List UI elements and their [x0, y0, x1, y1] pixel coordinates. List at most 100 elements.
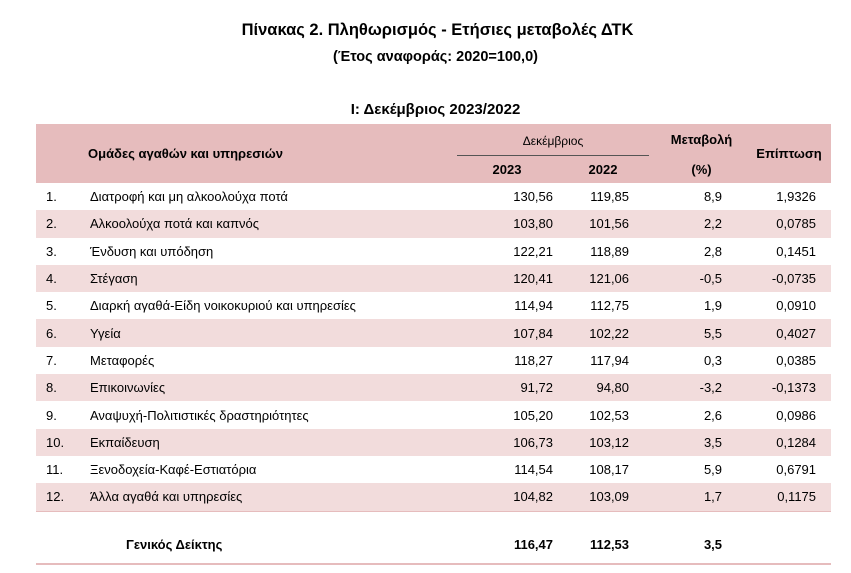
- row-change: -3,2: [649, 374, 748, 402]
- row-impact: -0,1373: [747, 374, 832, 402]
- row-change: 8,9: [703, 189, 723, 205]
- table-row: 7. Μεταφορές 118,27 117,94 0,3 0,0385: [36, 347, 831, 374]
- table-subtitle: (Έτος αναφοράς: 2020=100,0): [333, 49, 538, 65]
- row-group-name: Αλκοολούχα ποτά και καπνός: [84, 210, 457, 238]
- row-group-name: Διαρκή αγαθά-Είδη νοικοκυριού και υπηρεσ…: [90, 298, 356, 314]
- row-number: 12.: [36, 483, 84, 512]
- row-value-2022: 119,85: [590, 189, 630, 205]
- row-value-2023: 114,94: [514, 298, 553, 314]
- row-value-2023: 103,80: [457, 210, 557, 238]
- row-group-name: Ένδυση και υπόδηση: [90, 243, 214, 259]
- row-value-2023: 114,54: [514, 462, 553, 478]
- total-value-2022: 112,53: [557, 525, 650, 564]
- total-number: [36, 525, 84, 564]
- table-body: 1. Διατροφή και μη αλκοολούχα ποτά 130,56 1…: [36, 183, 832, 564]
- row-impact: 0,0910: [776, 298, 817, 314]
- row-number: 8.: [36, 374, 84, 402]
- table-row: 12. Άλλα αγαθά και υπηρεσίες 104,82 103,09 1…: [36, 483, 832, 512]
- row-value-2022: 117,94: [590, 352, 630, 368]
- spacer-row: [36, 510, 832, 527]
- row-value-2022: 101,56: [557, 210, 650, 238]
- row-value-2022: 108,17: [589, 462, 630, 478]
- groups-header: Ομάδες αγαθών και υπηρεσιών: [36, 124, 457, 183]
- row-value-2023: 91,72: [457, 374, 557, 402]
- row-group-name: Ξενοδοχεία-Καφέ-Εστιατόρια: [90, 462, 257, 478]
- spacer-cell: [557, 510, 650, 527]
- row-value-2023: 118,27: [514, 352, 553, 368]
- row-value-2023: 105,20: [513, 407, 553, 423]
- row-value-2022: 102,22: [557, 319, 650, 347]
- table-row: 2. Αλκοολούχα ποτά και καπνός 103,80 101,56…: [36, 210, 832, 238]
- december-header: Δεκέμβριος: [457, 124, 650, 156]
- spacer-cell: [457, 510, 557, 527]
- row-value-2022: 94,80: [557, 374, 650, 402]
- total-label: Γενικός Δείκτης: [84, 525, 457, 564]
- row-change: -0,5: [649, 264, 748, 293]
- row-impact: 0,1284: [747, 428, 832, 456]
- total-value-2023: 116,47: [457, 525, 557, 564]
- row-impact: 0,0986: [776, 407, 817, 423]
- table-header: Ομάδες αγαθών και υπηρεσιών Δεκέμβριος Μ…: [36, 124, 832, 183]
- row-change: 5,5: [649, 319, 748, 347]
- row-number: 9.: [46, 407, 57, 423]
- row-change: 1,7: [649, 483, 748, 512]
- row-group-name: Διατροφή και μη αλκοολούχα ποτά: [90, 189, 288, 205]
- table-row: 6. Υγεία 107,84 102,22 5,5 0,4027: [36, 319, 832, 347]
- year-2022-header: 2022: [557, 155, 650, 183]
- table-row: 4. Στέγαση 120,41 121,06 -0,5 -0,0735: [36, 264, 832, 293]
- row-value-2023: 104,82: [457, 483, 557, 512]
- row-value-2023: 107,84: [457, 319, 557, 347]
- row-value-2022: 103,12: [557, 428, 650, 456]
- spacer-cell: [747, 510, 832, 527]
- row-number: 2.: [36, 210, 84, 238]
- row-impact: 0,0785: [747, 210, 832, 238]
- table-title: Πίνακας 2. Πληθωρισμός - Ετήσιες μεταβολ…: [241, 21, 634, 39]
- change-header: Μεταβολή: [649, 124, 748, 156]
- row-change: 2,8: [703, 243, 723, 259]
- row-group-name: Εκπαίδευση: [84, 428, 457, 456]
- row-number: 3.: [46, 243, 57, 259]
- row-value-2023: 120,41: [457, 264, 557, 293]
- row-impact: 0,6791: [776, 462, 817, 478]
- year-2023-header: 2023: [457, 155, 557, 183]
- row-number: 5.: [46, 298, 57, 314]
- row-impact: 1,9326: [776, 189, 817, 205]
- row-number: 10.: [36, 428, 84, 456]
- row-value-2023: 106,73: [457, 428, 557, 456]
- row-number: 1.: [46, 189, 57, 205]
- spacer-cell: [36, 510, 84, 527]
- cpi-table: Ομάδες αγαθών και υπηρεσιών Δεκέμβριος Μ…: [36, 124, 832, 565]
- table-row: 11. Ξενοδοχεία-Καφέ-Εστιατόρια 114,54 108,1…: [36, 456, 831, 483]
- row-impact: -0,0735: [747, 264, 832, 293]
- row-change: 3,5: [649, 428, 748, 456]
- row-value-2022: 112,75: [590, 298, 630, 314]
- row-group-name: Στέγαση: [84, 264, 457, 293]
- row-impact: 0,1451: [776, 243, 817, 259]
- section-title: Ι: Δεκέμβριος 2023/2022: [350, 101, 521, 118]
- table-row: 5. Διαρκή αγαθά-Είδη νοικοκυριού και υπηρ…: [36, 292, 831, 319]
- table-row: 1. Διατροφή και μη αλκοολούχα ποτά 130,56 1…: [36, 183, 831, 210]
- december-label: Δεκέμβριος: [522, 133, 584, 148]
- total-change: 3,5: [649, 525, 748, 564]
- row-change: 2,6: [703, 407, 723, 423]
- row-value-2023: 122,21: [513, 243, 553, 259]
- row-impact: 0,1175: [747, 483, 832, 512]
- change-unit-header: (%): [649, 155, 748, 183]
- table-row: 8. Επικοινωνίες 91,72 94,80 -3,2 -0,1373: [36, 374, 832, 402]
- row-value-2022: 103,09: [557, 483, 650, 512]
- row-group-name: Μεταφορές: [90, 352, 155, 368]
- spacer-cell: [84, 510, 457, 527]
- row-number: 6.: [36, 319, 84, 347]
- impact-header: Επίπτωση: [747, 124, 832, 183]
- total-impact: [747, 525, 832, 564]
- row-impact: 0,0385: [776, 352, 817, 368]
- row-group-name: Επικοινωνίες: [84, 374, 457, 402]
- row-number: 4.: [36, 264, 84, 293]
- spacer-cell: [649, 510, 748, 527]
- table-row: 3. Ένδυση και υπόδηση 122,21 118,89 2,8 0,145…: [36, 238, 831, 265]
- row-group-name: Αναψυχή-Πολιτιστικές δραστηριότητες: [90, 407, 309, 423]
- row-group-name: Υγεία: [84, 319, 457, 347]
- row-change: 2,2: [649, 210, 748, 238]
- row-impact: 0,4027: [747, 319, 832, 347]
- row-value-2022: 102,53: [589, 407, 630, 423]
